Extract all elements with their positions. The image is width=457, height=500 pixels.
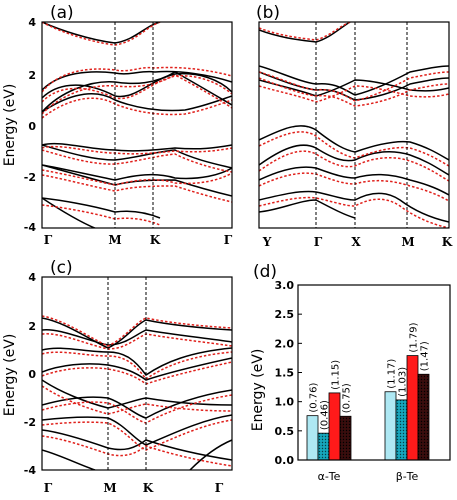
panel-c-ytick: 0 [28,368,36,381]
panel-a-ylabel: Energy (eV) [2,84,18,167]
panel-a-red-series [42,22,232,226]
bar [384,391,397,461]
panel-d-ytick: 2.5 [275,308,295,321]
bar-value-label: (1.03) [398,367,409,397]
panel-c-ylabel: Energy (eV) [2,334,18,417]
panel-d: (d) Energy (eV) 0.0 0.5 1.0 1.5 2.0 2.5 3.0 (0… [250,262,451,483]
panel-b-kpoint: Y [262,235,272,249]
panel-b-black-series [259,22,449,223]
bar [417,373,430,461]
bar [406,355,419,461]
panel-c-kpoint: M [103,481,116,495]
panel-d-ytick: 3.0 [275,279,295,292]
panel-d-bars [306,355,430,461]
panel-d-bar-labels: (0.76)(0.46)(1.15)(0.75) (1.17) (1.03) (1.7… [309,322,431,430]
panel-a-frame [41,21,233,229]
panel-b-bands [259,22,449,228]
panel-a-black-series [42,22,232,228]
panel-c-yticks: 4 2 0 -2 -4 [24,271,37,477]
panel-b-kpoint: Γ [314,235,323,249]
panel-c: (c) Energy (eV) 4 2 0 -2 -4 [2,258,233,495]
bar-value-label: (1.79) [409,322,420,352]
bar [328,392,341,461]
panel-a-ytick: -2 [24,171,36,184]
panel-a-ytick: 4 [28,16,36,29]
panel-a-kpoint: Γ [224,233,233,247]
panel-d-category: β-Te [396,470,419,483]
panel-d-category: α-Te [318,470,341,483]
panel-a-yticks: 4 2 0 -2 -4 [24,16,37,234]
bar-value-label: (0.76) [309,382,320,412]
panel-c-label: (c) [50,258,73,278]
panel-a-kpoint: Γ [44,233,53,247]
panel-a-ytick: -4 [24,221,37,234]
panel-d-yticks: 0.0 0.5 1.0 1.5 2.0 2.5 3.0 [275,279,302,467]
bar [306,415,319,461]
panel-d-ytick: 2.0 [275,337,295,350]
panel-a-kpoint: K [150,233,161,247]
panel-a: (a) Energy (eV) 4 2 0 -2 -4 [2,3,233,247]
panel-d-ytick: 0.5 [275,425,295,438]
panel-a-ytick: 0 [28,120,36,133]
panel-b-red-series [259,22,449,228]
bar-value-label: (0.75) [342,383,353,413]
panel-c-red-series [42,315,232,467]
bar-value-label: (1.17) [387,359,398,389]
panel-b-label: (b) [256,3,280,23]
panel-c-ytick: 2 [28,320,36,333]
panel-a-bands [42,22,232,228]
panel-c-ytick: -4 [24,464,37,477]
panel-d-ytick: 0.0 [275,454,295,467]
panel-c-black-series [42,317,232,470]
panel-c-bands [42,315,232,470]
panel-c-frame [41,276,233,471]
panel-b-kpoint: X [351,235,361,249]
bar-value-label: (0.46) [320,400,331,430]
panel-d-frame [297,284,451,461]
panel-b: (b) [256,3,453,249]
panel-c-kpoint: K [143,481,154,495]
panel-d-label: (d) [253,262,277,282]
panel-b-kpoint: K [442,235,453,249]
panel-a-kpoint: M [108,233,121,247]
panel-c-kpoint: Γ [215,481,224,495]
bar [339,415,352,461]
panel-d-ylabel: Energy (eV) [250,349,266,432]
bar-value-label: (1.15) [331,360,342,390]
panel-b-frame [258,21,450,229]
panel-a-label: (a) [50,3,74,23]
panel-d-ytick: 1.5 [275,367,295,380]
bar [317,432,330,461]
panel-c-ytick: -2 [24,416,36,429]
panel-b-kpoint: M [401,235,414,249]
bar [395,399,408,461]
panel-a-ytick: 2 [28,69,36,82]
panel-c-kpoint: Γ [44,481,53,495]
bar-value-label: (1.47) [420,341,431,371]
panel-d-ytick: 1.0 [275,396,295,409]
panel-c-ytick: 4 [28,271,36,284]
